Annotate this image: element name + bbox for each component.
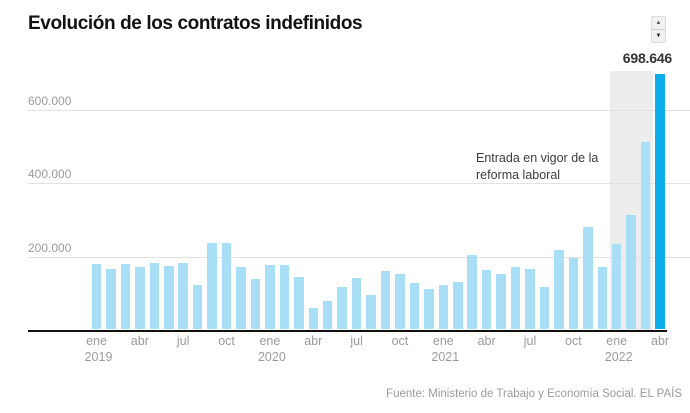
y-axis-tick-label: 200.000	[28, 240, 72, 255]
gridline	[28, 256, 690, 258]
bar	[626, 214, 636, 330]
bar	[308, 308, 318, 330]
bar	[91, 264, 102, 330]
bar	[409, 283, 420, 330]
bar	[236, 266, 246, 330]
bar	[250, 279, 261, 330]
x-axis-line	[28, 329, 667, 332]
x-axis-month-label: oct	[565, 334, 582, 348]
x-axis-year-label: 2021	[431, 350, 460, 364]
bar	[655, 73, 665, 330]
gridline	[28, 183, 690, 185]
x-axis-year-label: 2019	[84, 350, 113, 364]
gridline	[28, 110, 690, 112]
annotation-line-1: Entrada en vigor de la	[476, 151, 599, 165]
bar	[106, 268, 116, 330]
x-axis-month-label: ene	[606, 334, 628, 348]
bar	[337, 287, 347, 330]
bar	[294, 277, 304, 330]
bar	[424, 288, 434, 330]
bar	[611, 243, 622, 330]
x-axis-month-label: ene	[432, 334, 454, 348]
y-axis-tick-label: 600.000	[28, 94, 72, 109]
source-credit: Fuente: Ministerio de Trabajo y Economía…	[386, 388, 682, 400]
y-axis-tick-label: 400.000	[28, 167, 72, 182]
bar	[149, 262, 160, 330]
x-axis-month-label: jul	[176, 334, 190, 348]
bar	[525, 269, 535, 330]
bar	[510, 267, 521, 330]
bar	[135, 266, 145, 330]
x-axis-month-label: abr	[304, 334, 323, 348]
bar	[120, 263, 131, 330]
x-axis-month-label: oct	[391, 334, 409, 348]
bar	[539, 286, 550, 330]
x-axis-month-label: ene	[259, 334, 281, 348]
bar	[221, 242, 232, 330]
bar	[395, 273, 405, 330]
bar	[554, 250, 564, 330]
x-axis-year-label: 2020	[257, 350, 286, 364]
bar	[164, 265, 174, 330]
bar	[351, 278, 362, 330]
x-axis-year-label: 2022	[604, 350, 633, 364]
peak-value-label: 698.646	[622, 50, 672, 66]
bar	[496, 274, 506, 330]
bar	[366, 294, 376, 330]
chart-title: Evolución de los contratos indefinidos	[28, 13, 363, 34]
annotation-line-2: reforma laboral	[476, 167, 561, 182]
bar	[207, 242, 217, 330]
x-axis-month-label: abr	[477, 334, 496, 348]
x-axis-month-label: oct	[218, 334, 235, 348]
down-arrow-icon[interactable]: ▼	[652, 29, 665, 42]
bar	[192, 285, 203, 330]
bar	[640, 142, 651, 330]
bar	[265, 264, 275, 330]
x-axis-month-label: ene	[86, 334, 107, 348]
bar	[453, 282, 463, 330]
reform-annotation: Entrada en vigor de la reforma laboral	[476, 150, 598, 183]
x-axis-month-label: abr	[130, 334, 149, 348]
bar	[380, 270, 391, 330]
bar	[178, 262, 188, 330]
embed-resize-control[interactable]: ▲ ▼	[651, 16, 666, 43]
bar	[481, 269, 492, 330]
bar	[438, 284, 449, 330]
bar	[467, 254, 477, 330]
x-axis-month-label: jul	[350, 334, 363, 348]
bar	[568, 258, 579, 330]
up-arrow-icon[interactable]: ▲	[655, 20, 662, 26]
bar	[322, 301, 333, 330]
bar	[597, 266, 607, 330]
x-axis-month-label: abr	[651, 334, 670, 348]
bar	[279, 264, 290, 330]
bar	[583, 227, 593, 330]
x-axis-month-label: jul	[523, 334, 537, 348]
